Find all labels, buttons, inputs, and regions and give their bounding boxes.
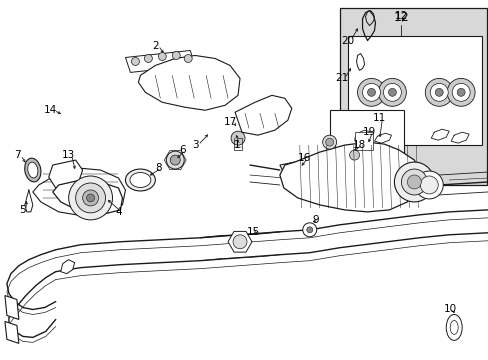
- Circle shape: [456, 88, 464, 96]
- Circle shape: [233, 235, 246, 249]
- Polygon shape: [61, 260, 75, 274]
- Text: 19: 19: [362, 127, 375, 137]
- Circle shape: [144, 54, 152, 62]
- Circle shape: [378, 78, 406, 106]
- Circle shape: [414, 171, 442, 199]
- Circle shape: [383, 84, 401, 101]
- Text: 8: 8: [155, 163, 162, 173]
- Bar: [329, 110, 404, 165]
- Circle shape: [68, 176, 112, 220]
- Circle shape: [158, 53, 166, 60]
- Circle shape: [170, 155, 180, 165]
- Circle shape: [434, 88, 442, 96]
- Text: 9: 9: [312, 215, 318, 225]
- Circle shape: [306, 227, 312, 233]
- Circle shape: [420, 176, 437, 194]
- Circle shape: [184, 54, 192, 62]
- Circle shape: [82, 190, 99, 206]
- Circle shape: [302, 223, 316, 237]
- Polygon shape: [279, 162, 317, 192]
- Text: 12: 12: [394, 11, 407, 21]
- Circle shape: [451, 84, 469, 101]
- Ellipse shape: [130, 172, 151, 188]
- Text: 13: 13: [62, 150, 75, 160]
- Circle shape: [349, 150, 359, 160]
- Text: 7: 7: [15, 150, 21, 160]
- Circle shape: [86, 194, 94, 202]
- Text: 15: 15: [246, 227, 259, 237]
- Text: 3: 3: [191, 140, 198, 150]
- Polygon shape: [235, 95, 291, 135]
- Circle shape: [362, 84, 380, 101]
- Text: 2: 2: [152, 41, 158, 50]
- Polygon shape: [125, 50, 195, 72]
- Text: 10: 10: [443, 305, 456, 315]
- Circle shape: [172, 51, 180, 59]
- Text: 12: 12: [393, 11, 408, 24]
- Text: 20: 20: [340, 36, 353, 46]
- Circle shape: [230, 131, 244, 145]
- Circle shape: [166, 151, 184, 169]
- Bar: [339, 8, 486, 185]
- Ellipse shape: [28, 162, 38, 178]
- Text: 16: 16: [298, 153, 311, 163]
- Circle shape: [407, 175, 421, 189]
- Circle shape: [387, 88, 396, 96]
- Text: 1: 1: [233, 140, 240, 150]
- Polygon shape: [356, 54, 364, 71]
- Circle shape: [322, 135, 336, 149]
- Circle shape: [401, 169, 427, 195]
- Polygon shape: [49, 160, 82, 188]
- Text: 11: 11: [372, 113, 386, 123]
- Text: 17: 17: [223, 117, 236, 127]
- Polygon shape: [5, 321, 19, 343]
- Text: 6: 6: [179, 145, 185, 155]
- Polygon shape: [227, 231, 251, 252]
- Ellipse shape: [125, 169, 155, 191]
- Text: 4: 4: [115, 207, 122, 217]
- Ellipse shape: [446, 315, 461, 340]
- Text: 18: 18: [352, 140, 366, 150]
- Text: 14: 14: [44, 105, 57, 115]
- Circle shape: [76, 183, 105, 213]
- Polygon shape: [53, 180, 122, 215]
- Circle shape: [394, 162, 433, 202]
- Polygon shape: [317, 172, 347, 195]
- Circle shape: [131, 58, 139, 66]
- Polygon shape: [138, 55, 240, 110]
- Polygon shape: [33, 168, 125, 216]
- Circle shape: [447, 78, 474, 106]
- Circle shape: [425, 78, 452, 106]
- Bar: [354, 132, 372, 150]
- Ellipse shape: [449, 320, 457, 334]
- Text: 5: 5: [20, 205, 26, 215]
- Circle shape: [325, 138, 333, 146]
- Circle shape: [357, 78, 385, 106]
- Ellipse shape: [25, 158, 41, 182]
- Circle shape: [429, 84, 447, 101]
- Circle shape: [367, 88, 375, 96]
- Polygon shape: [5, 296, 19, 319]
- Polygon shape: [279, 142, 421, 212]
- Bar: [347, 36, 481, 145]
- Text: 21: 21: [334, 73, 347, 84]
